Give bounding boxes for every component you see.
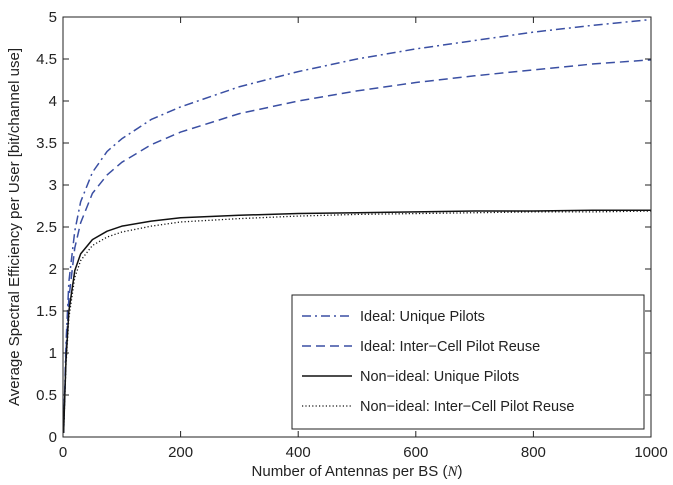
y-tick-label: 3.5 (36, 135, 57, 152)
legend-box (291, 294, 645, 430)
x-tick-label: 800 (521, 444, 546, 461)
legend-label: Ideal: Unique Pilots (360, 309, 485, 325)
y-tick-label: 2 (49, 261, 57, 278)
legend-entry-3: Non−ideal: Unique Pilots (302, 369, 519, 385)
legend-label: Non−ideal: Inter−Cell Pilot Reuse (360, 399, 574, 415)
y-tick-label: 1.5 (36, 303, 57, 320)
y-tick-label: 4.5 (36, 51, 57, 68)
y-tick-label: 0 (49, 429, 57, 446)
y-tick-label: 5 (49, 9, 57, 26)
series-line-2 (62, 59, 652, 433)
legend-entry-4: Non−ideal: Inter−Cell Pilot Reuse (302, 399, 574, 415)
legend: Ideal: Unique Pilots Ideal: Inter−Cell Pi… (291, 294, 645, 430)
series-line-3 (62, 209, 651, 433)
y-tick-label: 2.5 (36, 219, 57, 236)
axes: 0 200 400 600 800 1000 0 0.5 1 1.5 2 2.5 3 3.5 4 4.5 5 (36, 9, 668, 461)
series-line-4 (62, 210, 652, 433)
series-group (62, 18, 652, 433)
x-axis-variable: N (446, 464, 458, 480)
x-tick-label: 1000 (634, 444, 667, 461)
x-tick-label: 0 (59, 444, 67, 461)
y-tick-label: 3 (49, 177, 57, 194)
y-axis-label: Average Spectral Efficiency per User [bi… (6, 48, 23, 406)
legend-entry-1: Ideal: Unique Pilots (302, 309, 485, 325)
y-tick-label: 0.5 (36, 387, 57, 404)
legend-entry-2: Ideal: Inter−Cell Pilot Reuse (302, 339, 540, 355)
x-tick-label: 400 (286, 444, 311, 461)
x-tick-label: 200 (168, 444, 193, 461)
y-tick-label: 1 (49, 345, 57, 362)
series-line-1 (62, 18, 652, 433)
legend-label: Non−ideal: Unique Pilots (360, 369, 519, 385)
y-tick-label: 4 (49, 93, 57, 110)
legend-label: Ideal: Inter−Cell Pilot Reuse (360, 339, 540, 355)
x-axis-label: Number of Antennas per BS (N) (252, 463, 463, 480)
x-tick-label: 600 (403, 444, 428, 461)
